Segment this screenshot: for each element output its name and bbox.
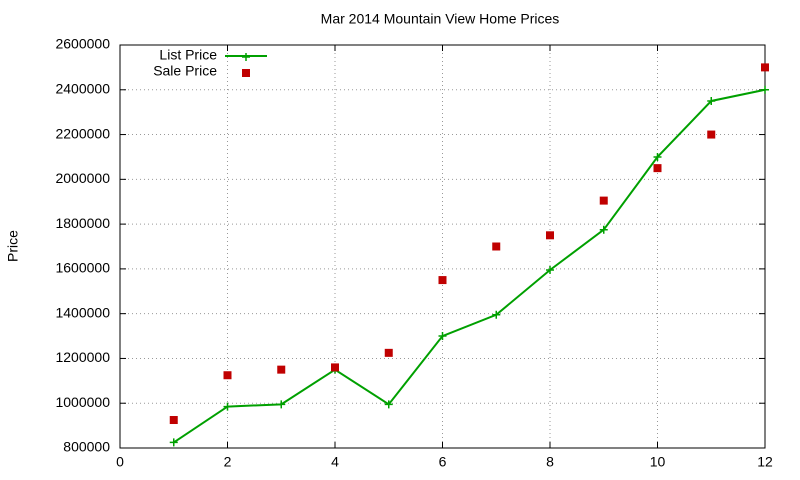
y-tick-label: 1600000 [55, 260, 110, 276]
y-axis-label: Price [5, 230, 21, 262]
chart-title: Mar 2014 Mountain View Home Prices [321, 11, 560, 27]
y-tick-label: 2600000 [55, 36, 110, 52]
point [707, 130, 716, 139]
point [492, 242, 501, 251]
point [546, 266, 554, 275]
y-tick-label: 1000000 [55, 394, 110, 410]
point [277, 365, 286, 374]
point [761, 63, 769, 72]
x-tick-label: 12 [757, 454, 773, 470]
x-tick-label: 8 [546, 454, 554, 470]
point [492, 310, 501, 319]
point [761, 85, 769, 94]
point [169, 416, 178, 425]
point [599, 225, 608, 234]
x-tick-label: 2 [224, 454, 232, 470]
y-tick-label: 1200000 [55, 349, 110, 365]
point [546, 231, 554, 240]
y-tick-label: 2200000 [55, 125, 110, 141]
y-tick-label: 1800000 [55, 215, 110, 231]
plot-frame [119, 44, 766, 449]
legend-label: Sale Price [153, 63, 217, 79]
point [599, 196, 608, 205]
point [438, 276, 447, 285]
point [707, 96, 716, 105]
point [384, 348, 393, 357]
point [169, 438, 178, 447]
x-tick-label: 0 [116, 454, 124, 470]
point [223, 402, 232, 411]
point [653, 152, 662, 161]
point [277, 400, 286, 409]
point [331, 363, 339, 372]
legend-marker [242, 53, 250, 61]
x-tick-label: 10 [650, 454, 666, 470]
point [438, 332, 447, 341]
legend-marker [242, 69, 250, 77]
y-tick-label: 800000 [63, 439, 110, 455]
series-line [173, 88, 766, 444]
x-tick-label: 4 [331, 454, 339, 470]
point [223, 371, 232, 380]
x-tick-label: 6 [439, 454, 447, 470]
point [384, 400, 393, 409]
y-tick-label: 2000000 [55, 170, 110, 186]
legend-label: List Price [159, 47, 217, 63]
y-tick-label: 1400000 [55, 304, 110, 320]
point [653, 164, 662, 173]
y-tick-label: 2400000 [55, 80, 110, 96]
